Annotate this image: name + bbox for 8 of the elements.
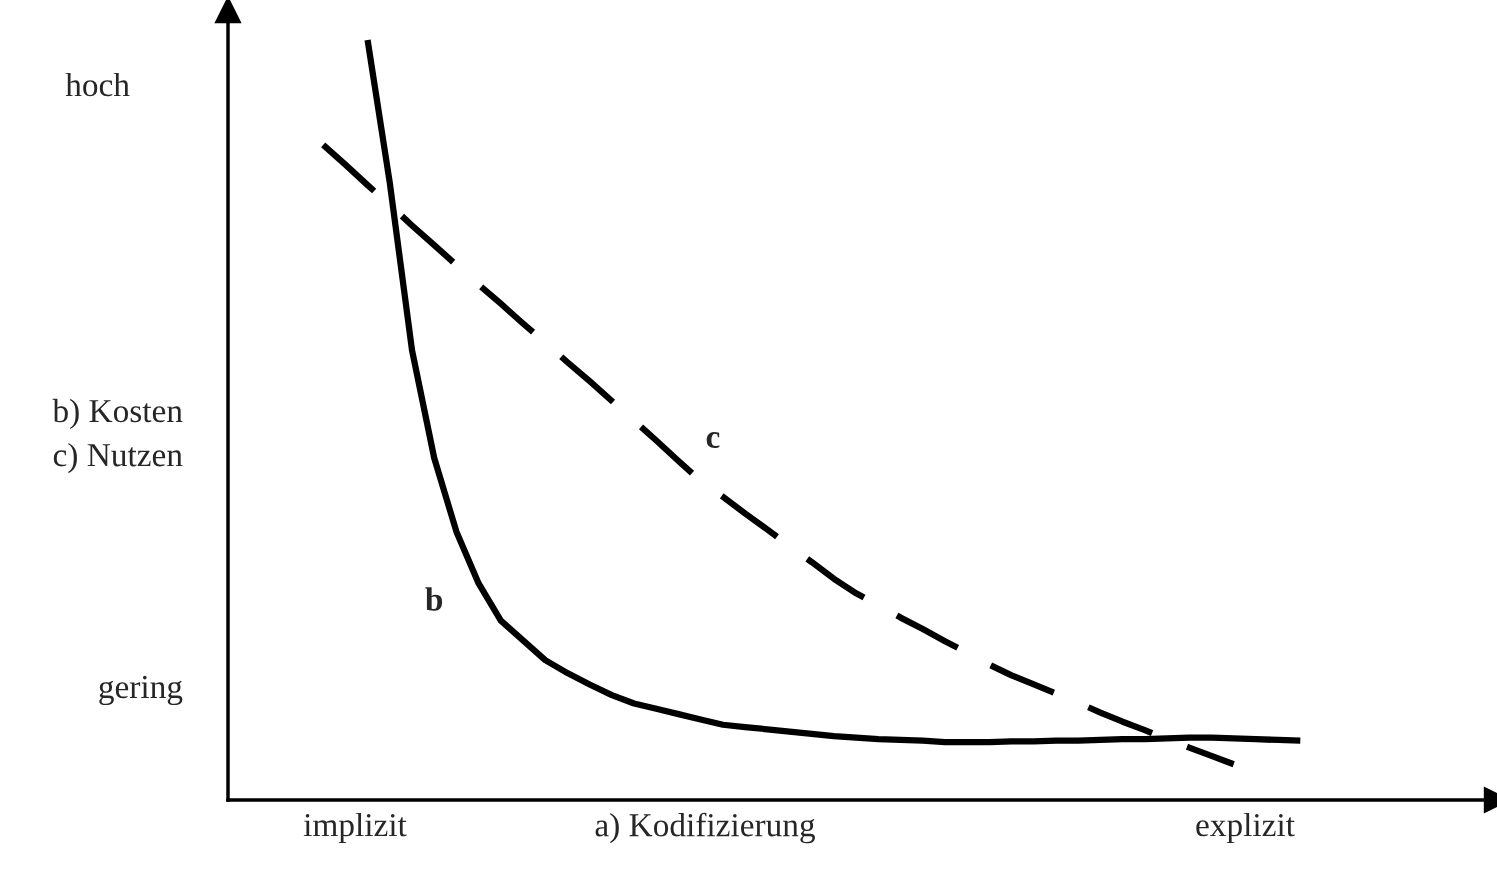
text: implizit xyxy=(303,812,407,844)
y-axis-title: b) Kosten c) Nutzen xyxy=(52,398,183,474)
text: gering xyxy=(99,675,183,706)
series-label: b xyxy=(425,587,443,611)
text: explizit xyxy=(1196,812,1295,844)
series-label: c xyxy=(706,432,720,449)
x-axis-title: a) Kodifizierung xyxy=(595,812,815,844)
text: hoch xyxy=(65,72,130,97)
